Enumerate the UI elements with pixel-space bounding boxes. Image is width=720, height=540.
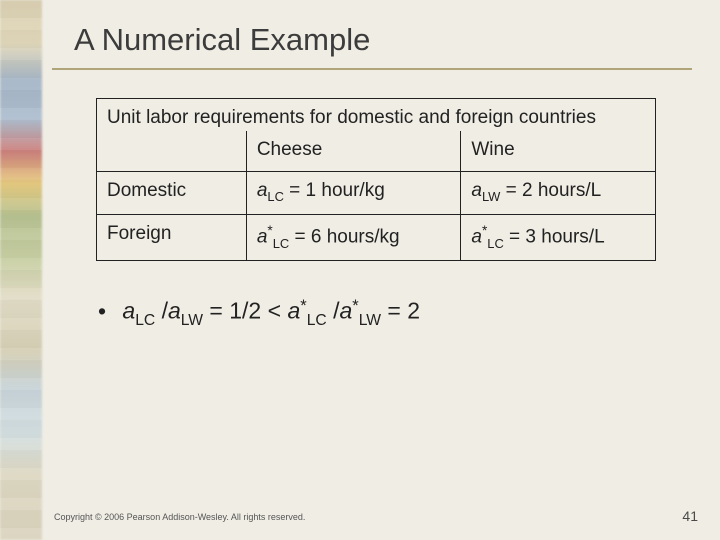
cell-domestic-wine: aLW = 2 hours/L [461,172,656,215]
copyright-footer: Copyright © 2006 Pearson Addison-Wesley.… [54,512,305,522]
table-header-cheese: Cheese [246,131,461,172]
bullet-dot: • [98,298,116,325]
star: * [300,296,306,315]
slide-body: A Numerical Example Unit labor requireme… [52,0,712,540]
equals: = [387,298,407,324]
equation-bullet: • aLC /aLW = 1/2 < a*LC /a*LW = 2 [96,295,682,329]
table-row: Domestic aLC = 1 hour/kg aLW = 2 hours/L [97,172,656,215]
page-number: 41 [682,508,698,524]
unit-labor-table: Unit labor requirements for domestic and… [96,98,656,261]
table-header-wine: Wine [461,131,656,172]
content-area: Unit labor requirements for domestic and… [52,70,712,329]
cell-foreign-cheese: a*LC = 6 hours/kg [246,214,461,260]
table-caption: Unit labor requirements for domestic and… [97,99,656,132]
cell-foreign-wine: a*LC = 3 hours/L [461,214,656,260]
star: * [267,223,272,238]
decorative-left-strip-overlay [0,0,42,540]
star: * [352,296,358,315]
page-title: A Numerical Example [52,0,712,64]
row-label-foreign: Foreign [97,214,247,260]
row-label-domestic: Domestic [97,172,247,215]
cell-domestic-cheese: aLC = 1 hour/kg [246,172,461,215]
table-header-blank [97,131,247,172]
table-row: Foreign a*LC = 6 hours/kg a*LC = 3 hours… [97,214,656,260]
equals: = [209,298,229,324]
